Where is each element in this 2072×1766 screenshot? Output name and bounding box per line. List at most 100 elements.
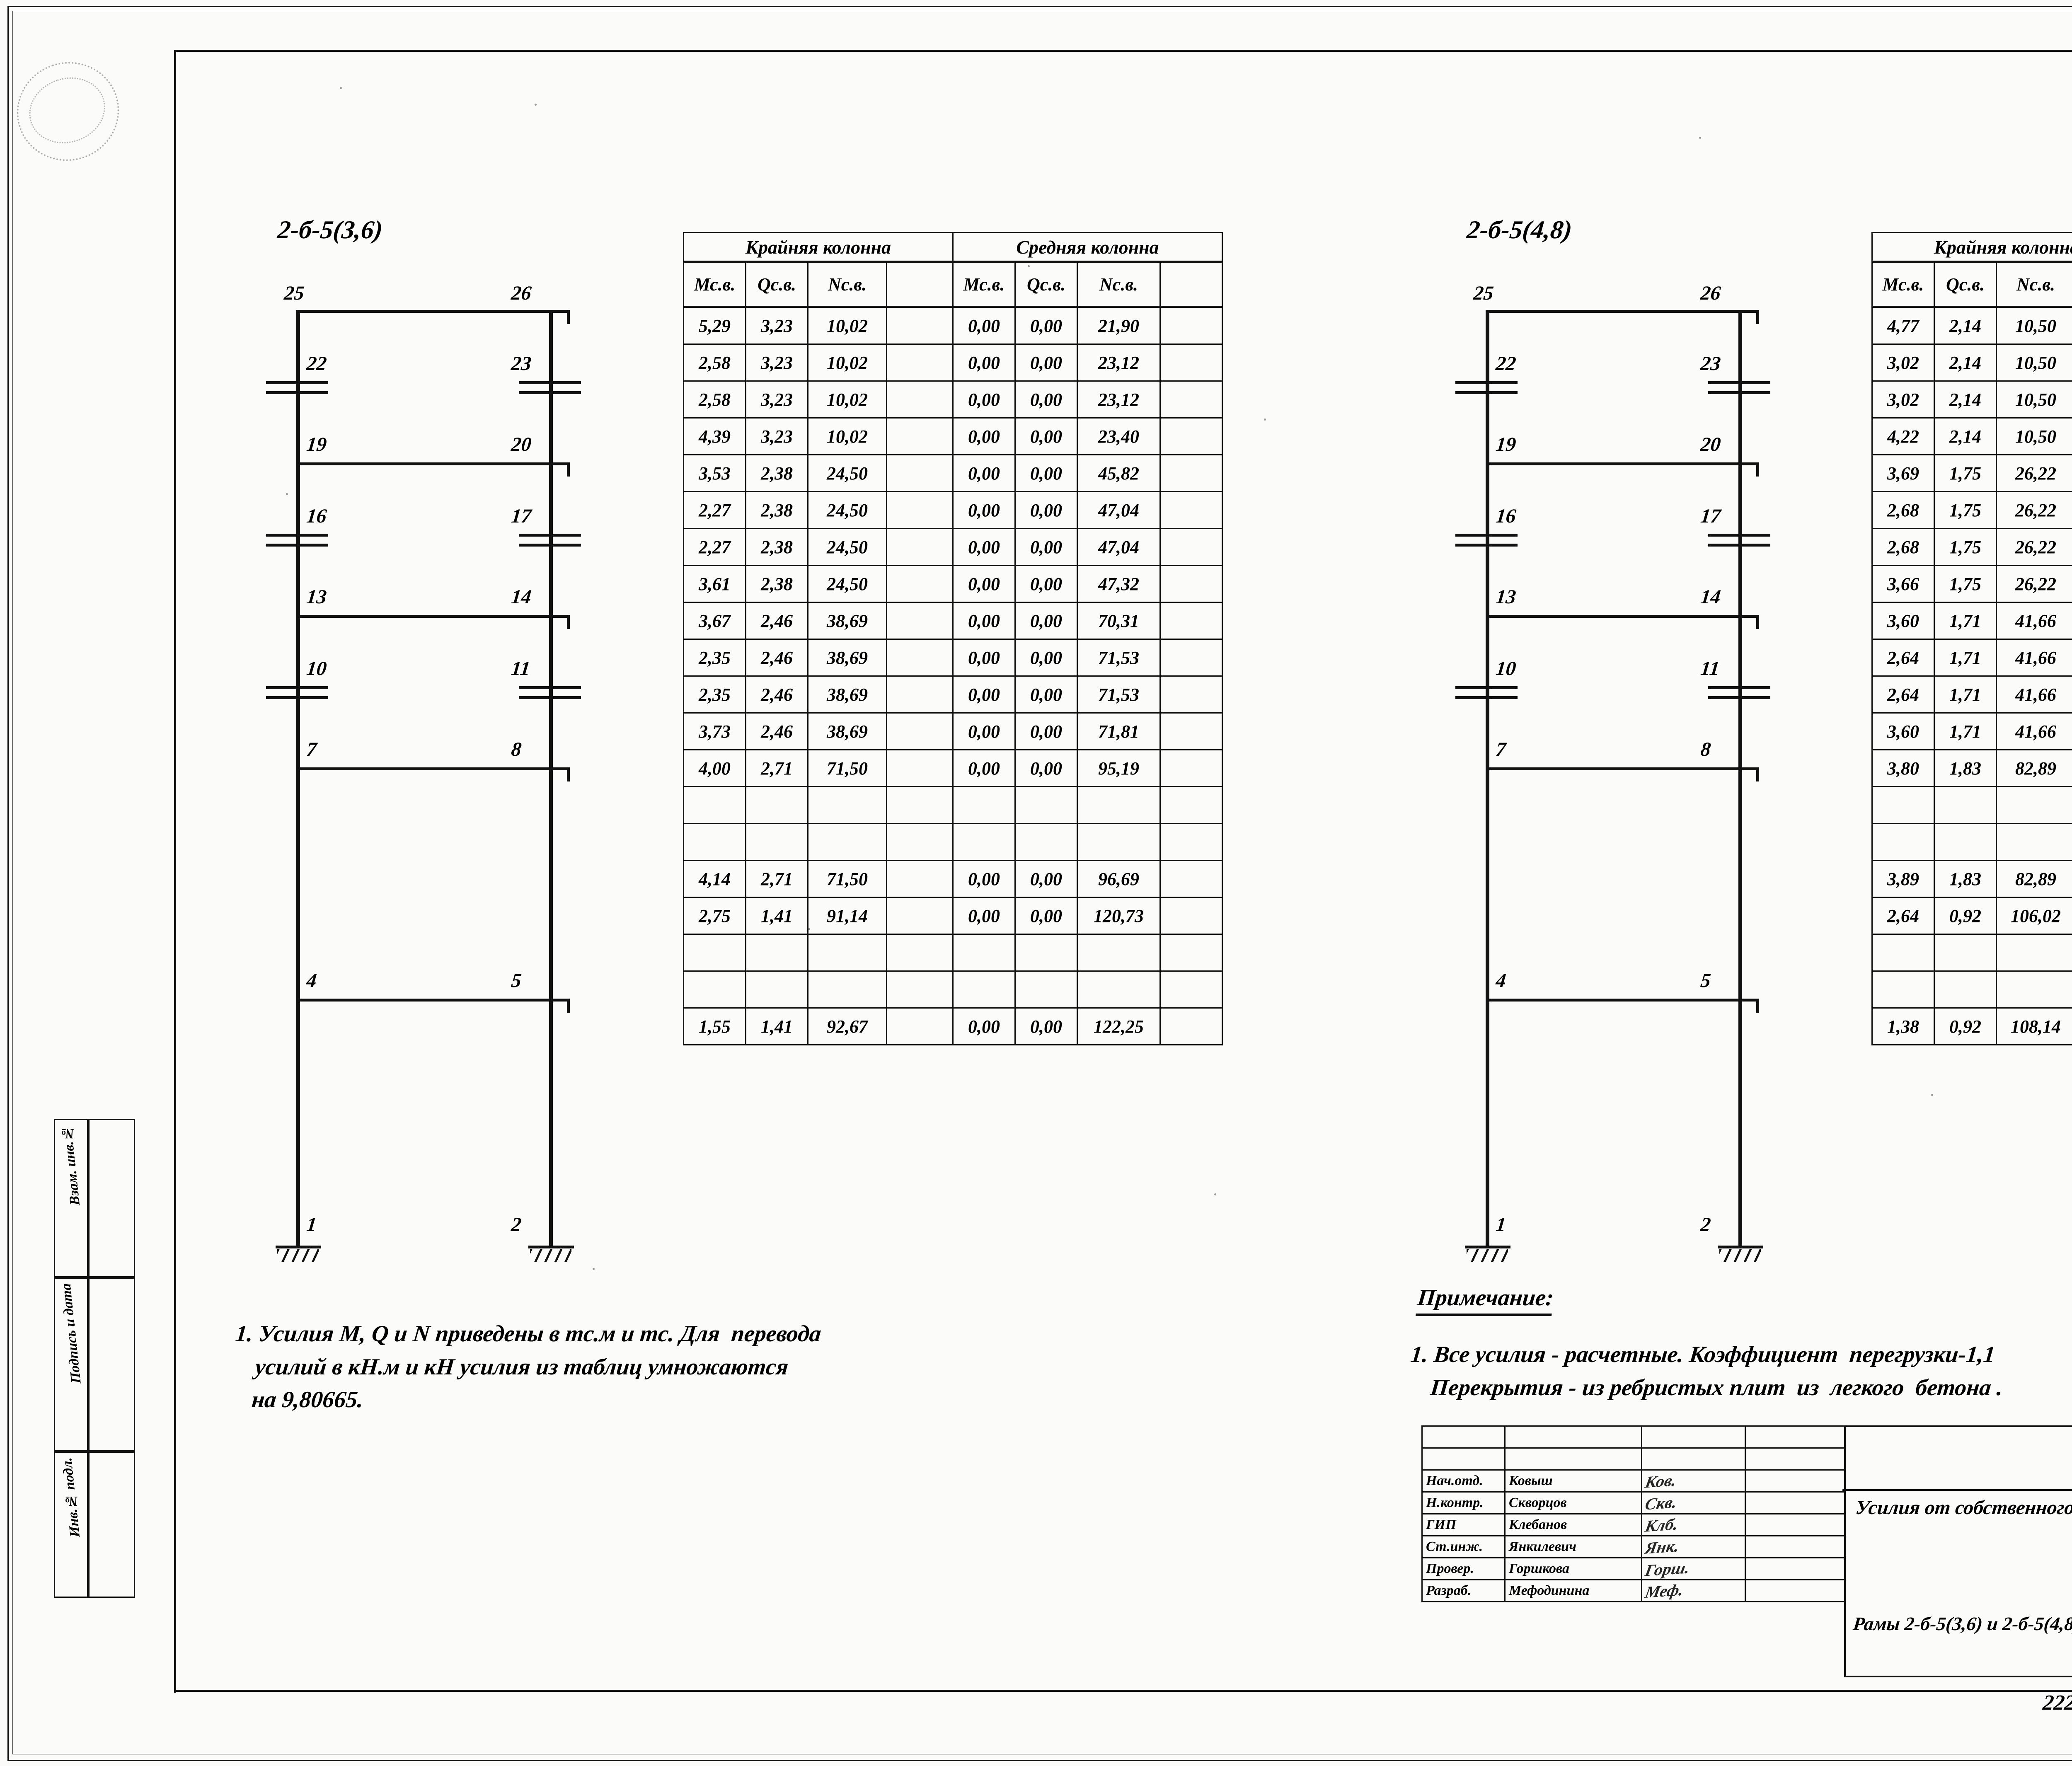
frame-1-node-23: 23	[510, 353, 533, 375]
title-block-roles: Нач.отд. Ковыш Ков. Н.контр. Скворцов Скв. Г…	[1421, 1425, 1845, 1602]
frame-2-node-22: 22	[1495, 353, 1517, 375]
drawing-code: 1.020.1-4, 0-1 016	[1842, 1427, 2072, 1491]
cell-r11-c7	[1159, 712, 1223, 750]
frame-1-hinge-r-17	[519, 534, 581, 554]
title-block-blank-cell	[1421, 1425, 1506, 1449]
frame-1-stub-1	[567, 999, 570, 1013]
cell-r6-c0: 2,68	[1871, 528, 1935, 566]
cell-r16-c4: 0,00	[952, 897, 1016, 935]
frame-1-node-13: 13	[305, 586, 328, 608]
frame-2-node-19: 19	[1495, 433, 1517, 455]
cell-r19-c3	[886, 1007, 954, 1045]
cell-r17-c3	[886, 934, 954, 972]
title-block-row: Разраб. Мефодинина Меф.	[1421, 1579, 1845, 1602]
cell-r18-c2	[807, 970, 887, 1009]
cell-r15-c6: 96,69	[1077, 860, 1161, 898]
frame-1-node-4: 4	[305, 970, 318, 992]
left-margin-cell-3b	[87, 1450, 135, 1598]
cell-r2-c2: 10,50	[1996, 380, 2072, 419]
cell-r13-c1	[1934, 786, 1997, 824]
cell-r3-c0: 4,39	[683, 417, 746, 455]
cell-r9-c6: 71,53	[1077, 639, 1161, 677]
cell-r16-c0: 2,75	[683, 897, 746, 935]
cell-r4-c7	[1159, 454, 1223, 492]
cell-r15-c1: 2,71	[745, 860, 808, 898]
cell-r16-c2: 91,14	[807, 897, 887, 935]
cell-r19-c2: 92,67	[807, 1007, 887, 1045]
table-row: 2,58 3,23 10,02 0,00 0,00 23,12	[683, 380, 1223, 419]
frame-2-stub-2	[1756, 767, 1759, 781]
cell-r3-c0: 4,22	[1871, 417, 1935, 455]
cell-r12-c1: 1,83	[1934, 749, 1997, 787]
cell-r11-c0: 3,73	[683, 712, 746, 750]
role-name-5: Мефодинина	[1504, 1579, 1642, 1602]
cell-r3-c2: 10,50	[1996, 417, 2072, 455]
cell-r8-c5: 0,00	[1014, 602, 1078, 640]
role-date-5	[1745, 1579, 1845, 1602]
frame-1-node-20: 20	[510, 433, 533, 455]
frame-2-stub-1	[1756, 999, 1759, 1013]
cell-r14-c5	[1014, 823, 1078, 861]
cell-r6-c3	[886, 528, 954, 566]
title-block-blank-cell	[1421, 1447, 1506, 1471]
scan-speck	[1264, 419, 1266, 421]
cell-r14-c1	[1934, 823, 1997, 861]
cell-r9-c1: 2,46	[745, 639, 808, 677]
cell-r1-c2: 10,02	[807, 344, 887, 382]
role-date-1	[1745, 1491, 1845, 1514]
frame-2-node-20: 20	[1699, 433, 1722, 455]
cell-r7-c7	[1159, 565, 1223, 603]
title-block: Нач.отд. Ковыш Ков. Н.контр. Скворцов Скв. Г…	[1421, 1425, 2072, 1677]
cell-r6-c0: 2,27	[683, 528, 746, 566]
cell-r16-c0: 2,64	[1871, 897, 1935, 935]
cell-r11-c1: 2,46	[745, 712, 808, 750]
cell-r17-c1	[1934, 934, 1997, 972]
left-margin-cell-2b	[87, 1276, 135, 1453]
cell-r19-c4: 0,00	[952, 1007, 1016, 1045]
cell-r3-c2: 10,02	[807, 417, 887, 455]
cell-r10-c2: 38,69	[807, 675, 887, 714]
frame-2-node-13: 13	[1495, 586, 1517, 608]
cell-r19-c0: 1,55	[683, 1007, 746, 1045]
table-row: 2,58 3,23 10,02 0,00 0,00 23,12	[683, 344, 1223, 382]
cell-r11-c2: 38,69	[807, 712, 887, 750]
role-label-5: Разраб.	[1421, 1579, 1506, 1602]
frame-2-beam-1	[1486, 999, 1759, 1002]
cell-r5-c0: 2,27	[683, 491, 746, 529]
scan-speck	[1028, 265, 1030, 267]
cell-r2-c3	[886, 380, 954, 419]
table-row: 3,73 2,46 38,69 0,00 0,00 71,81	[683, 712, 1223, 750]
scan-speck	[808, 928, 810, 930]
cell-r1-c6: 23,12	[1077, 344, 1161, 382]
cell-r13-c4	[952, 786, 1016, 824]
left-margin-block: Взам. инв.№ Подпись и дата Инв.№ подл.	[54, 1119, 135, 1598]
cell-r10-c6: 71,53	[1077, 675, 1161, 714]
table-row	[683, 786, 1223, 824]
frame-2-column-left	[1486, 310, 1489, 1246]
cell-r11-c3	[886, 712, 954, 750]
frame-2-node-11: 11	[1699, 658, 1721, 680]
cell-r2-c7	[1159, 380, 1223, 419]
signature-glyph: Горш.	[1644, 1558, 1692, 1580]
role-label-3: Ст.инж.	[1421, 1535, 1506, 1558]
cell-r18-c4	[952, 970, 1016, 1009]
cell-r16-c1: 0,92	[1934, 897, 1997, 935]
cell-r7-c1: 2,38	[745, 565, 808, 603]
frame-2-beam-3	[1486, 615, 1759, 618]
frame-1-title: 2-б-5(3,6)	[276, 216, 384, 244]
cell-r8-c3	[886, 602, 954, 640]
cell-r11-c0: 3,60	[1871, 712, 1935, 750]
cell-r15-c1: 1,83	[1934, 860, 1997, 898]
cell-r2-c4: 0,00	[952, 380, 1016, 419]
scan-speck	[1214, 1193, 1216, 1195]
cell-r15-c2: 82,89	[1996, 860, 2072, 898]
column-header-2: Nс.в.	[1996, 261, 2072, 308]
column-header-1: Qс.в.	[1934, 261, 1997, 308]
group-header-edge-column: Крайняя колонна	[683, 232, 954, 263]
title-block-blank-cell	[1641, 1425, 1746, 1449]
cell-r14-c3	[886, 823, 954, 861]
